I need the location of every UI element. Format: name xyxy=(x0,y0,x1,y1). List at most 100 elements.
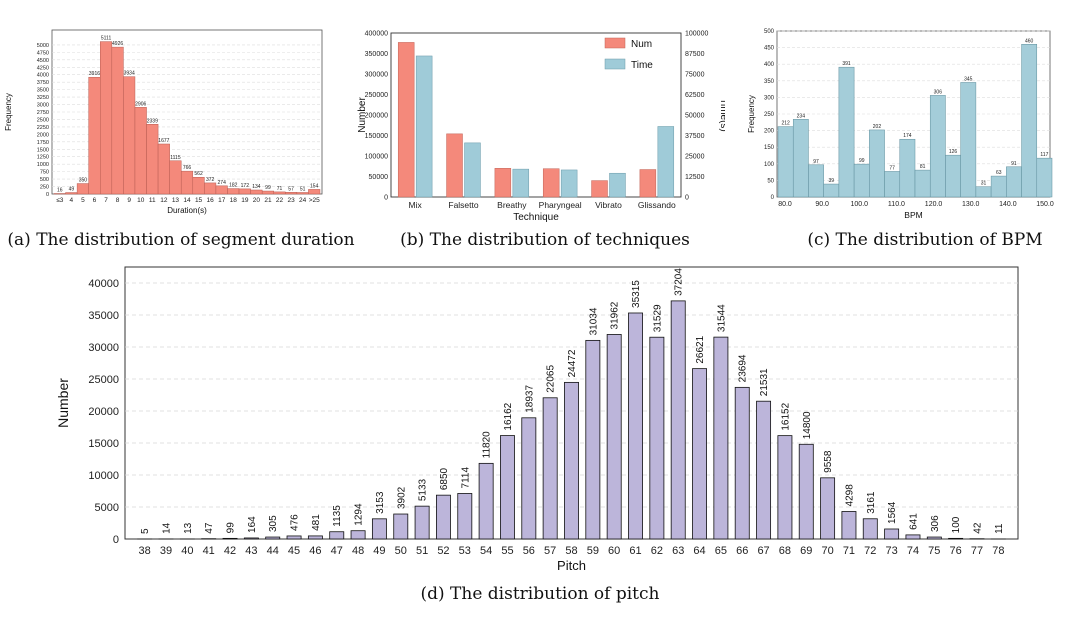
data-label: 21531 xyxy=(759,368,770,396)
x-tick-label: 72 xyxy=(864,545,876,557)
data-label: 164 xyxy=(247,516,258,533)
bar xyxy=(250,189,263,195)
bar xyxy=(670,300,686,540)
x-tick-label: ≤3 xyxy=(56,197,64,204)
x-tick-label: 4 xyxy=(70,197,74,204)
x-tick-label: 78 xyxy=(992,545,1004,557)
bar xyxy=(777,126,794,198)
bar xyxy=(960,82,977,198)
bar xyxy=(792,119,809,198)
x-tick-label: 40 xyxy=(181,545,193,557)
bar xyxy=(862,518,878,540)
x-tick-label: 74 xyxy=(907,545,919,557)
bar xyxy=(649,336,665,540)
y-axis-label-left: Number xyxy=(357,97,368,133)
bar xyxy=(853,163,870,198)
data-label: 172 xyxy=(241,183,250,189)
x-tick-label: 21 xyxy=(264,197,272,204)
x-tick-label: 38 xyxy=(139,545,151,557)
y-tick-label: 4250 xyxy=(37,65,49,71)
data-label: 562 xyxy=(194,171,203,177)
x-tick-label: 68 xyxy=(779,545,791,557)
x-tick-label: 9 xyxy=(127,197,131,204)
x-tick-label: 23 xyxy=(287,197,295,204)
bar xyxy=(948,537,964,540)
x-tick-label: 48 xyxy=(352,545,364,557)
x-tick-label: 64 xyxy=(693,545,705,557)
x-tick-label: 69 xyxy=(800,545,812,557)
data-label: 31962 xyxy=(610,301,621,329)
bar xyxy=(308,189,321,195)
y-tick-label: 4750 xyxy=(37,50,49,56)
x-tick-label: 5 xyxy=(81,197,85,204)
x-axis-label: BPM xyxy=(904,210,922,220)
bar xyxy=(564,381,579,540)
bar xyxy=(1036,157,1053,198)
x-tick-label: 150.0 xyxy=(1036,201,1054,208)
bar xyxy=(914,169,931,198)
data-label: 26621 xyxy=(695,335,706,363)
y-tick-label-right: 87500 xyxy=(685,51,705,58)
bar-num xyxy=(446,133,463,198)
bar xyxy=(926,536,942,540)
x-tick-label: 19 xyxy=(241,197,249,204)
bar xyxy=(945,154,961,198)
data-label: 4926 xyxy=(112,41,123,47)
y-axis-label: Frequency xyxy=(747,95,756,133)
y-tick-label: 2250 xyxy=(37,125,49,131)
bar xyxy=(286,535,302,540)
y-tick-label: 5000 xyxy=(37,43,49,49)
y-tick-label: 2500 xyxy=(37,117,49,123)
bar xyxy=(393,513,409,540)
data-label: 154 xyxy=(310,183,319,189)
x-axis-label: Technique xyxy=(513,212,559,223)
x-tick-label: 130.0 xyxy=(962,201,980,208)
legend-label-time: Time xyxy=(631,60,653,71)
y-tick-label: 1250 xyxy=(37,155,49,161)
x-tick-label: 10 xyxy=(137,197,145,204)
y-tick-label: 3750 xyxy=(37,80,49,86)
x-tick-label: 12 xyxy=(160,197,168,204)
data-label: 3161 xyxy=(866,491,877,514)
x-tick-label: 47 xyxy=(331,545,343,557)
data-label: 99 xyxy=(859,158,865,164)
bar xyxy=(227,188,240,195)
y-tick-label: 15000 xyxy=(88,438,119,450)
data-label: 4298 xyxy=(844,484,855,507)
bar xyxy=(838,66,855,198)
caption-d: (d) The distribution of pitch xyxy=(420,584,660,604)
data-label: 99 xyxy=(226,522,237,534)
data-label: 134 xyxy=(252,184,261,190)
data-label: 91 xyxy=(1011,161,1017,167)
y-tick-label-left: 300000 xyxy=(365,72,388,79)
data-label: 13 xyxy=(183,522,194,534)
legend-swatch-num xyxy=(604,37,626,49)
bar xyxy=(65,192,78,195)
bar xyxy=(261,190,274,195)
data-label: 5133 xyxy=(418,478,429,501)
x-tick-label: 140.0 xyxy=(999,201,1017,208)
bar xyxy=(585,339,601,540)
y-tick-label-right: 50000 xyxy=(685,113,705,120)
y-tick-label: 40000 xyxy=(88,278,119,290)
data-label: 274 xyxy=(218,180,227,186)
data-label: 182 xyxy=(229,183,238,189)
bar xyxy=(1006,166,1022,198)
y-tick-label: 150 xyxy=(764,145,775,151)
bar xyxy=(146,124,159,195)
bar xyxy=(521,417,537,540)
bar-time xyxy=(657,126,675,198)
x-tick-label: 46 xyxy=(309,545,321,557)
x-tick-label: 43 xyxy=(245,545,257,557)
y-tick-label: 2000 xyxy=(37,132,49,138)
data-label: 6850 xyxy=(439,467,450,490)
y-tick-label: 300 xyxy=(764,95,775,101)
data-label: 63 xyxy=(996,170,1002,176)
bar xyxy=(1021,44,1038,198)
bar xyxy=(111,46,124,195)
chart-bpm: 0 50 100 150 200 250 300 350 400 450 500 212 234 97 39… xyxy=(747,29,1054,220)
y-tick-label: 250 xyxy=(764,112,775,118)
data-label: 5111 xyxy=(101,36,112,42)
data-label: 212 xyxy=(781,121,790,127)
x-tick-label: 73 xyxy=(885,545,897,557)
